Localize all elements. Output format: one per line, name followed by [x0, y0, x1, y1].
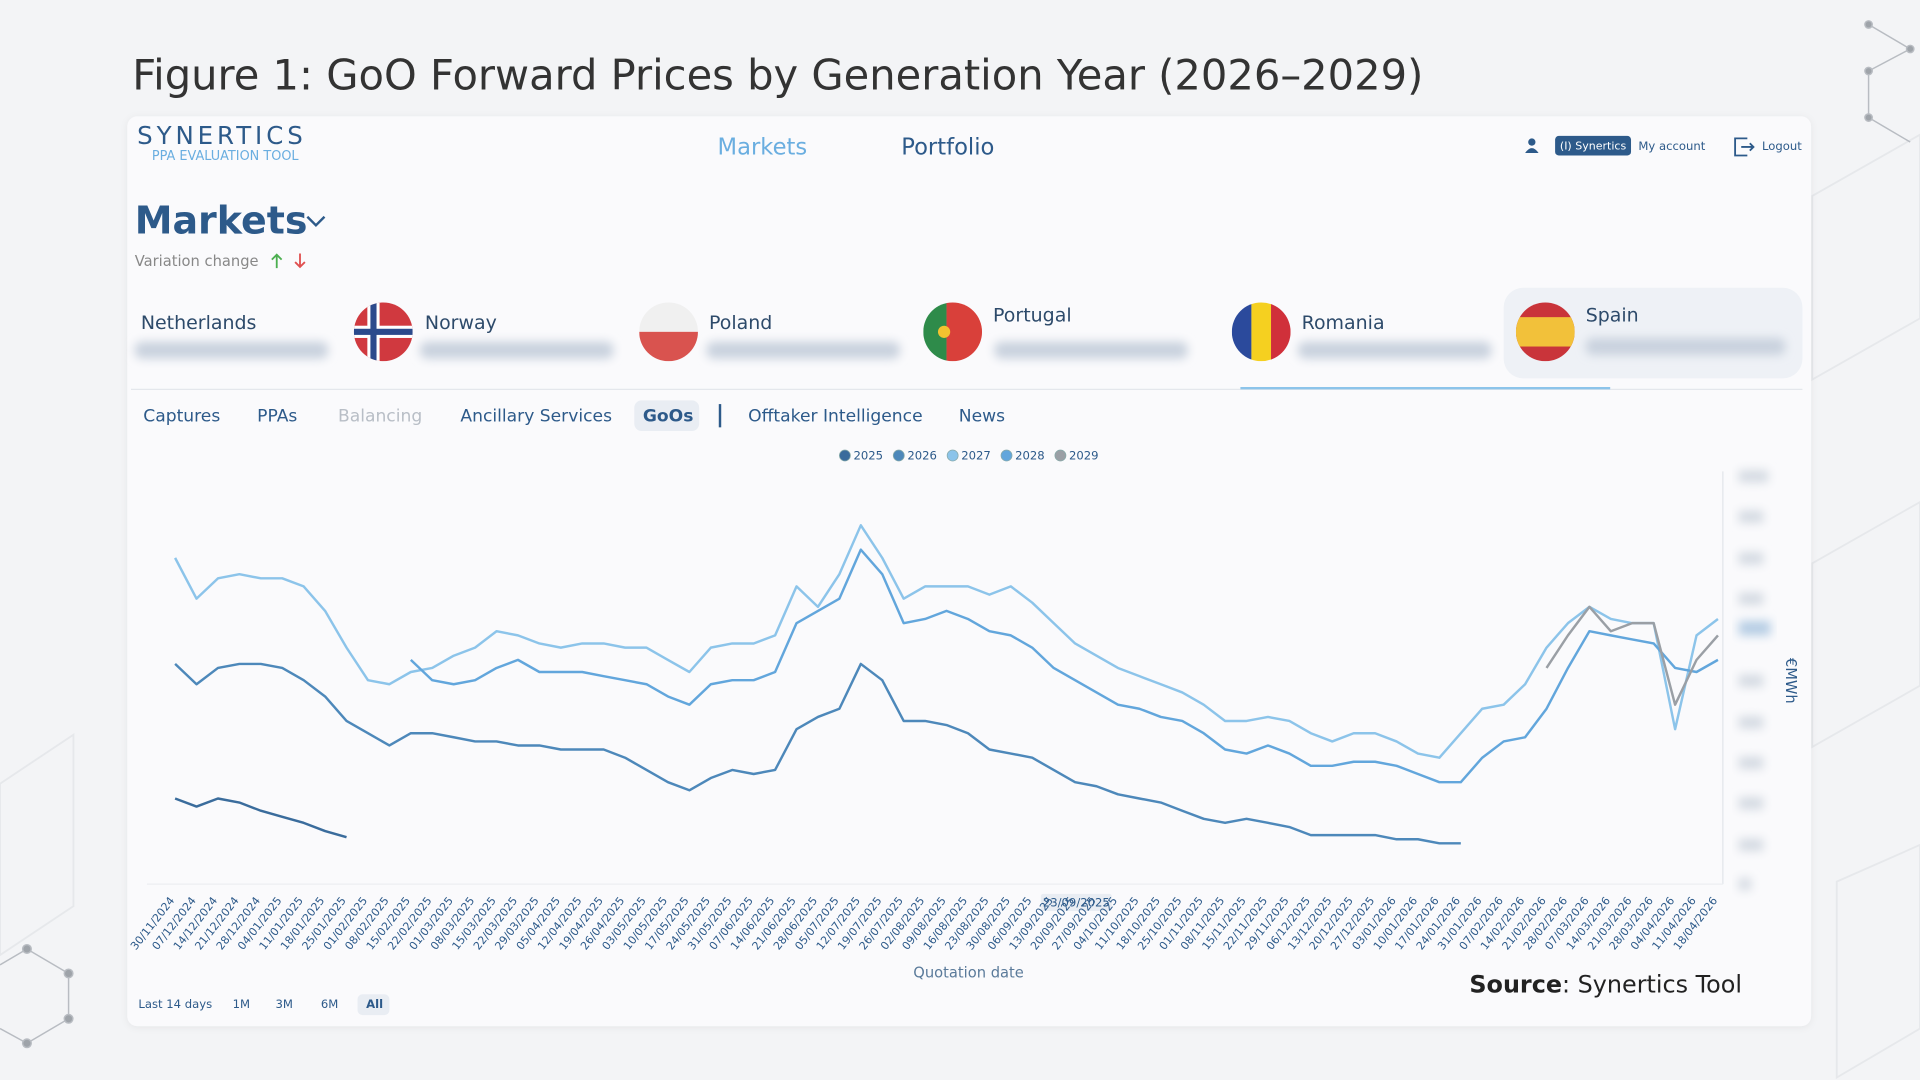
- legend-swatch: [1000, 449, 1013, 462]
- flag-romania: [1231, 302, 1291, 362]
- flag-norway: [353, 302, 413, 362]
- hex-decor: [0, 133, 1920, 1080]
- tab[interactable]: Ancillary Services: [460, 406, 612, 426]
- tab[interactable]: Balancing: [338, 406, 422, 426]
- logout-icon[interactable]: [1734, 137, 1755, 157]
- my-account[interactable]: My account: [1638, 139, 1705, 153]
- country-name[interactable]: Spain: [1586, 304, 1639, 326]
- arrow-down: [294, 253, 306, 269]
- flag-spain: [1515, 302, 1575, 362]
- nav-link[interactable]: Markets: [718, 135, 808, 161]
- tab[interactable]: PPAs: [257, 406, 297, 426]
- series-line: [409, 548, 1719, 784]
- blurred-prices: [134, 337, 1786, 359]
- logout[interactable]: Logout: [1762, 139, 1802, 153]
- network-decor: [0, 20, 1915, 1049]
- account-badge[interactable]: (I) Synertics: [1560, 139, 1627, 152]
- country-name[interactable]: Norway: [425, 312, 497, 334]
- legend-label[interactable]: 2026: [907, 449, 937, 463]
- heading-chevron[interactable]: [306, 215, 326, 228]
- range-button[interactable]: Last 14 days: [138, 997, 212, 1011]
- range-button[interactable]: All: [366, 997, 383, 1011]
- flag-poland: [639, 302, 698, 362]
- source: Source: Synertics Tool: [1469, 970, 1742, 998]
- legend-swatch: [1054, 449, 1067, 462]
- legend-swatch: [892, 449, 905, 462]
- legend-swatch: [839, 449, 851, 462]
- figure-title: Figure 1: GoO Forward Prices by Generati…: [132, 50, 1423, 99]
- logo-subtitle: PPA EVALUATION TOOL: [152, 149, 300, 164]
- app-card: [127, 116, 1812, 1027]
- legend-label[interactable]: 2028: [1015, 449, 1045, 463]
- tab[interactable]: GoOs: [643, 406, 694, 426]
- page-heading: Markets: [135, 198, 308, 242]
- country-name[interactable]: Romania: [1302, 312, 1385, 334]
- source-label: Source: [1469, 970, 1562, 998]
- range-button[interactable]: 3M: [276, 997, 293, 1011]
- legend-label[interactable]: 2029: [1069, 449, 1099, 463]
- arrow-up: [271, 253, 283, 269]
- range-button[interactable]: 6M: [321, 997, 338, 1011]
- legend-label[interactable]: 2027: [961, 449, 991, 463]
- x-axis-title: Quotation date: [913, 964, 1024, 981]
- active-range-bg: [357, 994, 390, 1016]
- range-button[interactable]: 1M: [233, 997, 250, 1011]
- series-line: [174, 662, 1461, 845]
- tab[interactable]: News: [959, 406, 1005, 426]
- series-line: [174, 524, 1719, 759]
- source-text: : Synertics Tool: [1562, 970, 1742, 998]
- series-line: [1545, 605, 1719, 706]
- country-name[interactable]: Portugal: [993, 304, 1072, 326]
- legend-label[interactable]: 2025: [853, 449, 883, 463]
- y-axis-title: €MWh: [1782, 658, 1799, 704]
- active-tab-bg: [634, 400, 700, 432]
- blurred-y-ticks: [1738, 470, 1771, 891]
- tab[interactable]: Captures: [143, 406, 220, 426]
- variation-change: Variation change: [135, 253, 259, 270]
- hover-label: 23/09/2025: [1043, 896, 1110, 910]
- selected-country-bg: [1503, 287, 1803, 379]
- legend-swatch: [946, 449, 959, 462]
- user-icon: [1525, 138, 1539, 154]
- account-badge-bg: [1555, 135, 1632, 156]
- hover-label-bg: [1040, 893, 1112, 912]
- country-name[interactable]: Netherlands: [141, 312, 257, 334]
- flag-portugal: [923, 302, 983, 362]
- tab[interactable]: Offtaker Intelligence: [748, 406, 922, 426]
- nav-link[interactable]: Portfolio: [901, 135, 994, 161]
- series-line: [174, 797, 347, 839]
- country-name[interactable]: Poland: [709, 312, 772, 334]
- logo[interactable]: SYNERTICS: [137, 121, 307, 150]
